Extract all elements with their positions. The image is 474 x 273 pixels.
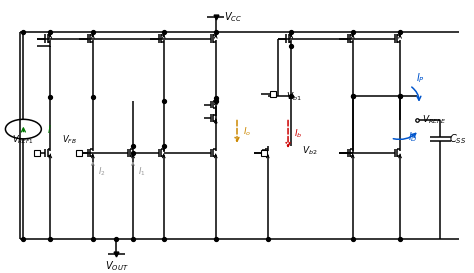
- Text: $V_{FB}$: $V_{FB}$: [62, 134, 77, 146]
- Text: $I_P$: $I_P$: [416, 72, 425, 85]
- Text: $V_{CC}$: $V_{CC}$: [224, 10, 242, 23]
- Text: $C_{SS}$: $C_{SS}$: [449, 132, 466, 146]
- Text: $V_{REFE}$: $V_{REFE}$: [422, 114, 447, 126]
- Text: $V_{b1}$: $V_{b1}$: [286, 91, 301, 103]
- Text: $V_{b2}$: $V_{b2}$: [302, 145, 318, 157]
- Text: $I_1$: $I_1$: [138, 165, 146, 177]
- Text: $I_D$: $I_D$: [408, 130, 418, 144]
- Text: $I_o$: $I_o$: [243, 125, 251, 138]
- Text: $V_{REF1}$: $V_{REF1}$: [12, 134, 35, 146]
- Text: $V_{OUT}$: $V_{OUT}$: [105, 259, 128, 272]
- Text: $I_b$: $I_b$: [294, 128, 302, 141]
- Text: $I_2$: $I_2$: [98, 165, 105, 177]
- Text: $I$: $I$: [47, 123, 52, 135]
